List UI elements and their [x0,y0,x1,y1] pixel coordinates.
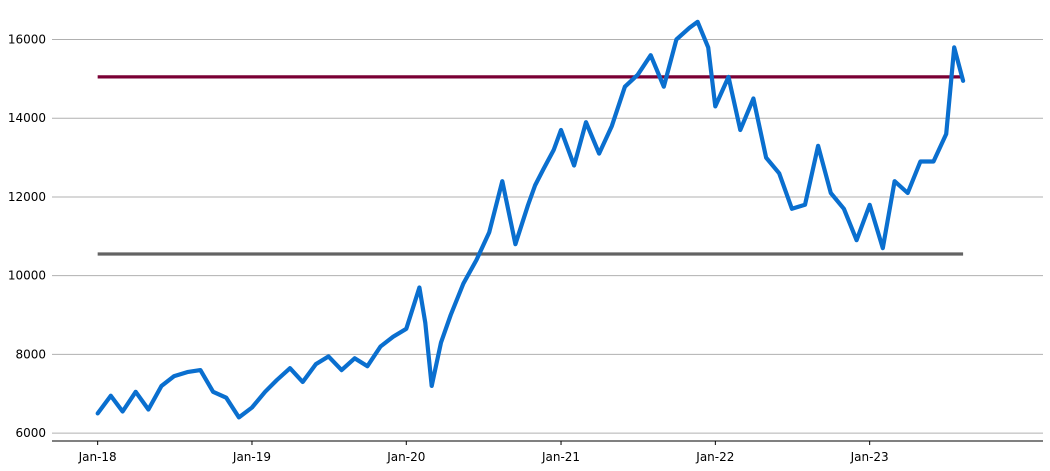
y-tick-label: 6000 [15,426,46,440]
x-axis [52,440,1043,445]
y-tick-label: 10000 [8,269,46,283]
y-tick-label: 8000 [15,347,46,361]
y-tick-label: 16000 [8,32,46,46]
y-tick-label: 12000 [8,190,46,204]
y-tick-labels: 6000 8000 10000 12000 14000 16000 [8,32,46,440]
reference-lines [97,75,964,256]
x-tick-label: Jan-22 [695,450,734,464]
series-layer [95,19,966,420]
x-tick-label: Jan-20 [386,450,425,464]
x-tick-label: Jan-19 [232,450,271,464]
series-line-1 [95,19,966,420]
y-tick-label: 14000 [8,111,46,125]
x-tick-label: Jan-23 [850,450,889,464]
x-tick-label: Jan-21 [541,450,580,464]
gridlines [52,38,1043,434]
x-tick-labels: Jan-18 Jan-19 Jan-20 Jan-21 Jan-22 Jan-23 [78,450,889,464]
x-tick-label: Jan-18 [78,450,117,464]
